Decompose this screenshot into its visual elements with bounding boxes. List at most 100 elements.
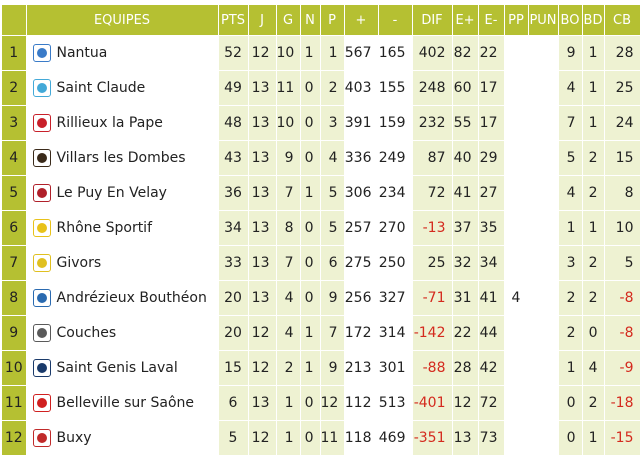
table-row[interactable]: 8 Andrézieux Bouthéon 20 13 4 0 9 256 327 -71 31 41… <box>2 280 640 316</box>
table-row[interactable]: 7 Givors 33 13 7 0 6 275 250 25 32 34 3 2 5 <box>2 245 640 281</box>
column-header-bd[interactable]: BD <box>582 5 605 36</box>
team-name[interactable]: Couches <box>56 325 117 341</box>
bo-cell: 2 <box>558 315 583 351</box>
drawn-cell: 0 <box>300 140 321 176</box>
lost-cell: 9 <box>320 350 345 386</box>
column-header-g[interactable]: G <box>276 5 301 36</box>
bd-cell: 2 <box>582 385 605 421</box>
table-row[interactable]: 3 Rillieux la Pape 48 13 10 0 3 391 159 232 55 17 7 1… <box>2 105 640 141</box>
lost-cell: 5 <box>320 210 345 246</box>
column-header-bo[interactable]: BO <box>558 5 583 36</box>
cb-cell: 8 <box>604 175 640 211</box>
column-header-pts[interactable]: PTS <box>218 5 249 36</box>
table-row[interactable]: 1 Nantua 52 12 10 1 1 567 165 402 82 22 9 1 28 <box>2 35 640 71</box>
team-name[interactable]: Villars les Dombes <box>56 150 186 166</box>
cb-cell: 24 <box>604 105 640 141</box>
tries-for-cell: 82 <box>452 35 479 71</box>
column-header-team[interactable]: EQUIPES <box>26 5 219 36</box>
pts-cell: 43 <box>218 140 249 176</box>
difference-cell: -351 <box>412 420 453 455</box>
bo-cell: 7 <box>558 105 583 141</box>
cb-cell: -9 <box>604 350 640 386</box>
team-name[interactable]: Belleville sur Saône <box>56 395 195 411</box>
points-for-cell: 118 <box>344 420 379 455</box>
difference-cell: -71 <box>412 280 453 316</box>
drawn-cell: 1 <box>300 35 321 71</box>
rank-cell: 10 <box>2 350 27 386</box>
tries-for-cell: 37 <box>452 210 479 246</box>
won-cell: 2 <box>276 350 301 386</box>
lost-cell: 11 <box>320 420 345 455</box>
column-header-plus[interactable]: + <box>344 5 379 36</box>
points-against-cell: 314 <box>378 315 413 351</box>
pp-cell <box>504 245 529 281</box>
points-against-cell: 155 <box>378 70 413 106</box>
column-header-n[interactable]: N <box>300 5 321 36</box>
team-logo-icon <box>32 429 51 447</box>
won-cell: 7 <box>276 175 301 211</box>
team-name[interactable]: Andrézieux Bouthéon <box>56 290 207 306</box>
standings-table-container: EQUIPES PTS J G N P + - DIF E+ E- PP PUN… <box>2 5 640 455</box>
points-for-cell: 112 <box>344 385 379 421</box>
bo-cell: 4 <box>558 70 583 106</box>
pts-cell: 49 <box>218 70 249 106</box>
team-name[interactable]: Rillieux la Pape <box>56 115 163 131</box>
won-cell: 10 <box>276 35 301 71</box>
rank-cell: 8 <box>2 280 27 316</box>
pun-cell <box>528 245 559 281</box>
rank-cell: 1 <box>2 35 27 71</box>
points-for-cell: 172 <box>344 315 379 351</box>
table-row[interactable]: 11 Belleville sur Saône 6 13 1 0 12 112 513 -401 1… <box>2 385 640 421</box>
tries-against-cell: 73 <box>478 420 505 455</box>
lost-cell: 7 <box>320 315 345 351</box>
table-row[interactable]: 9 Couches 20 12 4 1 7 172 314 -142 22 44 2 0 -8 <box>2 315 640 351</box>
cb-cell: 15 <box>604 140 640 176</box>
bd-cell: 1 <box>582 105 605 141</box>
team-name[interactable]: Saint Claude <box>56 80 146 96</box>
header-row: EQUIPES PTS J G N P + - DIF E+ E- PP PUN… <box>2 5 640 36</box>
cb-cell: -18 <box>604 385 640 421</box>
column-header-pun[interactable]: PUN <box>528 5 559 36</box>
team-cell: Villars les Dombes <box>26 140 219 176</box>
team-logo-icon <box>32 289 51 307</box>
bo-cell: 5 <box>558 140 583 176</box>
column-header-dif[interactable]: DIF <box>412 5 453 36</box>
column-header-cb[interactable]: CB <box>604 5 640 36</box>
team-name[interactable]: Givors <box>56 255 102 271</box>
team-name[interactable]: Buxy <box>56 430 92 446</box>
pp-cell <box>504 140 529 176</box>
pun-cell <box>528 140 559 176</box>
drawn-cell: 0 <box>300 105 321 141</box>
column-header-p[interactable]: P <box>320 5 345 36</box>
pp-cell <box>504 385 529 421</box>
won-cell: 11 <box>276 70 301 106</box>
table-row[interactable]: 2 Saint Claude 49 13 11 0 2 403 155 248 60 17 4 1 25 <box>2 70 640 106</box>
column-header-pp[interactable]: PP <box>504 5 529 36</box>
team-name[interactable]: Nantua <box>56 45 108 61</box>
team-name[interactable]: Rhône Sportif <box>56 220 153 236</box>
team-cell: Buxy <box>26 420 219 455</box>
tries-against-cell: 34 <box>478 245 505 281</box>
column-header-eminus[interactable]: E- <box>478 5 505 36</box>
lost-cell: 12 <box>320 385 345 421</box>
team-cell: Rillieux la Pape <box>26 105 219 141</box>
table-row[interactable]: 10 Saint Genis Laval 15 12 2 1 9 213 301 -88 28 42 1… <box>2 350 640 386</box>
team-name[interactable]: Saint Genis Laval <box>56 360 178 376</box>
table-row[interactable]: 5 Le Puy En Velay 36 13 7 1 5 306 234 72 41 27 4 2 8 <box>2 175 640 211</box>
bo-cell: 1 <box>558 350 583 386</box>
column-header-eplus[interactable]: E+ <box>452 5 479 36</box>
points-against-cell: 513 <box>378 385 413 421</box>
difference-cell: -142 <box>412 315 453 351</box>
column-header-minus[interactable]: - <box>378 5 413 36</box>
tries-for-cell: 40 <box>452 140 479 176</box>
pp-cell <box>504 105 529 141</box>
cb-cell: -8 <box>604 315 640 351</box>
table-row[interactable]: 4 Villars les Dombes 43 13 9 0 4 336 249 87 40 29 5 2… <box>2 140 640 176</box>
table-row[interactable]: 12 Buxy 5 12 1 0 11 118 469 -351 13 73 0 1 -15 <box>2 420 640 455</box>
points-for-cell: 256 <box>344 280 379 316</box>
table-row[interactable]: 6 Rhône Sportif 34 13 8 0 5 257 270 -13 37 35 1 1 10 <box>2 210 640 246</box>
team-name[interactable]: Le Puy En Velay <box>56 185 167 201</box>
team-logo-icon <box>32 394 51 412</box>
won-cell: 1 <box>276 420 301 455</box>
column-header-j[interactable]: J <box>248 5 277 36</box>
